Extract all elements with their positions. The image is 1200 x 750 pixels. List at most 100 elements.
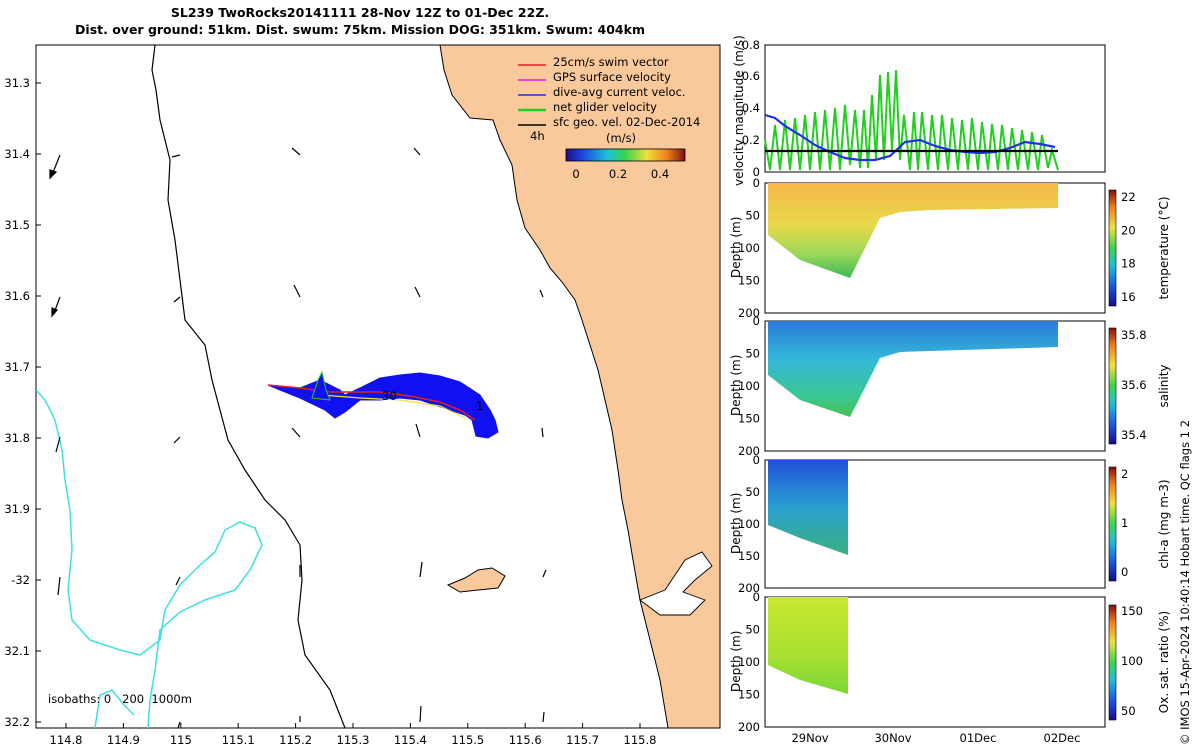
lon-tick-label: 115.1 <box>222 733 255 747</box>
lon-tick-label: 115.4 <box>394 733 427 747</box>
colorbar-tick-1: 0.2 <box>609 167 627 181</box>
velocity-ylabel: velocity magnitude (m/s) <box>732 35 746 186</box>
depth-tick-label: 50 <box>745 209 760 223</box>
depth-tick-label: 200 <box>738 720 760 734</box>
time-tick-label: 01Dec <box>960 731 997 745</box>
lon-tick-label: 115.5 <box>451 733 484 747</box>
legend-label-geo: sfc geo. vel. 02-Dec-2014 <box>553 115 700 129</box>
colorbar-tick-0: 0 <box>572 167 579 181</box>
dive-avg-current-line <box>764 113 1056 162</box>
temperature-section <box>768 183 1058 278</box>
lon-tick-label: 115.6 <box>509 733 542 747</box>
colorbar-axis-label: salinity <box>1157 364 1171 407</box>
track-label-day-30: 30 <box>382 389 397 403</box>
glider-track-swim <box>267 384 476 421</box>
lon-tick-label: 115.2 <box>279 733 312 747</box>
depth-axis-label: Depth (m) <box>729 217 743 278</box>
isobath-1000m <box>36 389 263 728</box>
depth-tick-label: 200 <box>738 444 760 458</box>
oxygen-section <box>768 597 848 694</box>
longitude-axis: 114.8 114.9 115 115.1 115.2 115.3 115.4 115.5 11… <box>50 723 657 747</box>
depth-tick-label: 0 <box>753 453 760 467</box>
glider-track-spike <box>311 370 331 401</box>
land-mass <box>439 45 720 728</box>
colorbar-axis-label: Ox. sat. ratio (%) <box>1157 611 1171 713</box>
isobath-label: isobaths: 0 200 1000m <box>48 692 192 706</box>
depth-tick-label: 150 <box>738 412 760 426</box>
map-panel: 30 1 <box>4 44 721 747</box>
salinity-panel <box>764 320 1117 452</box>
depth-tick-label: 0 <box>753 590 760 604</box>
lon-tick-label: 115.8 <box>624 733 657 747</box>
colorbar-axis-label: temperature (°C) <box>1157 197 1171 300</box>
lon-tick-label: 115.3 <box>337 733 370 747</box>
colorbar-title: (m/s) <box>606 131 636 145</box>
vel-tick-1: 0.2 <box>742 133 760 147</box>
colorbar-tick-label: 16 <box>1121 290 1136 304</box>
depth-tick-label: 200 <box>738 581 760 595</box>
oxygen-panel <box>764 596 1117 728</box>
depth-tick-label: 0 <box>753 314 760 328</box>
lat-tick-label: 31.8 <box>4 431 30 445</box>
lat-tick-label: 31.9 <box>4 502 30 516</box>
velocity-frame <box>764 44 1106 173</box>
credit-text: © IMOS 15-Apr-2024 10:40:14 Hobart time.… <box>1178 419 1192 745</box>
vel-tick-0: 0 <box>753 165 760 179</box>
colorbar-tick-label: 35.4 <box>1121 428 1147 442</box>
latitude-axis: 31.3 31.4 31.5 31.6 31.7 31.8 31.9 -32 32.1 32.2 <box>4 76 41 729</box>
colorbar-tick-label: 35.8 <box>1121 328 1147 342</box>
track-label-day-1: 1 <box>476 399 483 413</box>
depth-tick-label: 50 <box>745 623 760 637</box>
vel-tick-4: 0.8 <box>742 38 760 52</box>
lat-tick-label: 31.7 <box>4 360 30 374</box>
lat-tick-label: 31.5 <box>4 218 30 232</box>
salinity-colorbar <box>1108 327 1117 445</box>
sfc-geo-velocity-arrows <box>49 147 547 728</box>
colorbar-tick-label: 22 <box>1121 190 1136 204</box>
colorbar-tick-label: 0 <box>1121 565 1128 579</box>
title-line-1: SL239 TwoRocks20141111 28-Nov 12Z to 01-… <box>170 5 550 20</box>
colorbar-tick-label: 18 <box>1121 257 1136 271</box>
figure-title: SL239 TwoRocks20141111 28-Nov 12Z to 01-… <box>0 4 720 38</box>
colorbar-tick-label: 2 <box>1121 467 1128 481</box>
lon-tick-label: 115.7 <box>566 733 599 747</box>
depth-tick-label: 50 <box>745 485 760 499</box>
colorbar-tick-label: 150 <box>1121 604 1143 618</box>
legend-label-gps: GPS surface velocity <box>553 70 671 84</box>
depth-tick-label: 100 <box>738 655 760 669</box>
depth-axis-label: Depth (m) <box>729 355 743 416</box>
colorbar-tick-label: 35.6 <box>1121 378 1147 392</box>
depth-tick-label: 150 <box>738 274 760 288</box>
lon-tick-label: 114.9 <box>107 733 140 747</box>
chla-section <box>768 460 848 555</box>
colorbar-tick-label: 20 <box>1121 223 1136 237</box>
depth-tick-label: 0 <box>753 176 760 190</box>
vel-tick-3: 0.6 <box>742 69 760 83</box>
lat-tick-label: 31.4 <box>4 147 30 161</box>
oxygen-colorbar <box>1108 604 1117 721</box>
colorbar-tick-label: 50 <box>1121 704 1136 718</box>
depth-tick-label: 150 <box>738 549 760 563</box>
lat-tick-label: -32 <box>11 573 30 587</box>
lat-tick-label: 31.3 <box>4 76 30 90</box>
lon-tick-label: 115 <box>170 733 192 747</box>
depth-axis-label: Depth (m) <box>729 631 743 692</box>
lat-tick-label: 31.6 <box>4 289 30 303</box>
isobath-0m <box>94 689 135 728</box>
legend-label-net: net glider velocity <box>553 100 657 114</box>
time-tick-label: 02Dec <box>1044 731 1081 745</box>
time-tick-label: 30Nov <box>874 731 911 745</box>
map-legend: 25cm/s swim vector GPS surface velocity … <box>518 55 700 181</box>
velocity-panel: 0 0.2 0.4 0.6 0.8 velocity magnitude (m/… <box>732 35 1106 186</box>
colorbar-tick-2: 0.4 <box>651 167 669 181</box>
depth-tick-label: 100 <box>738 241 760 255</box>
lat-tick-label: 32.2 <box>4 715 30 729</box>
legend-label-current: dive-avg current veloc. <box>553 85 686 99</box>
speed-colorbar <box>565 148 686 162</box>
glider-track-net <box>321 394 466 419</box>
depth-tick-label: 100 <box>738 379 760 393</box>
temperature-colorbar <box>1108 189 1117 307</box>
velocity-yticks: 0 0.2 0.4 0.6 0.8 <box>742 38 760 179</box>
